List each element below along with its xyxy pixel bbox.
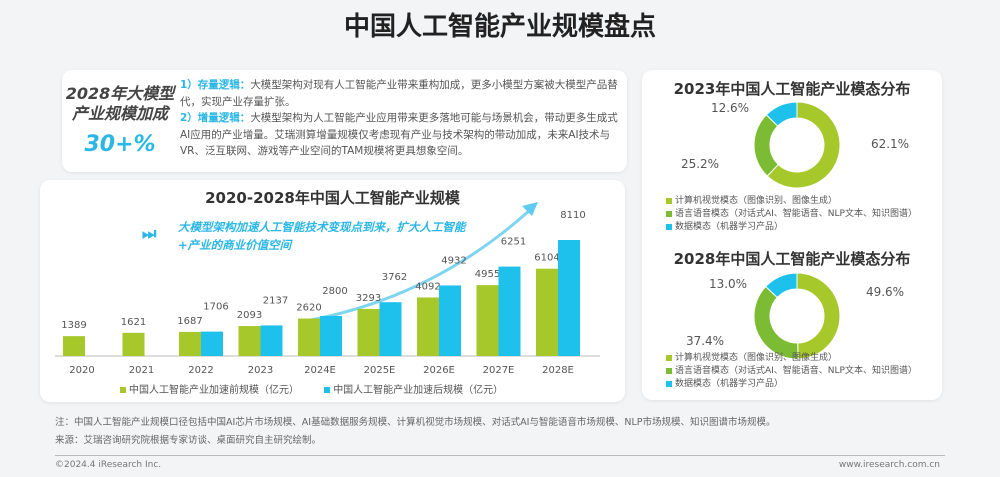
pie-2023-title: 2023年中国人工智能产业模态分布 xyxy=(673,80,911,98)
legend-item: 数据模态（机器学习产品） xyxy=(666,378,917,391)
pie-value-label: 25.2% xyxy=(681,157,719,171)
x-tick-label: 2026E xyxy=(423,365,455,376)
bar-after xyxy=(439,285,461,356)
data-label: 1621 xyxy=(121,317,146,328)
bar-chart-title: 2020-2028年中国人工智能产业规模 xyxy=(205,189,460,207)
bar-after xyxy=(260,325,283,356)
data-label: 1687 xyxy=(177,316,202,327)
bar-after xyxy=(201,331,223,356)
legend-item: 语言语音模态（对话式AI、智能语音、NLP文本、知识图谱） xyxy=(666,365,917,378)
x-tick-label: 2022 xyxy=(188,365,213,376)
pie-value-label: 12.6% xyxy=(711,101,749,115)
data-label: 2093 xyxy=(237,310,262,321)
legend-item: 计算机视觉模态（图像识别、图像生成） xyxy=(666,352,917,365)
pie-2023-legend: 计算机视觉模态（图像识别、图像生成） 语言语音模态（对话式AI、智能语音、NLP… xyxy=(666,195,917,234)
page-title: 中国人工智能产业规模盘点 xyxy=(343,12,656,42)
data-label: 6251 xyxy=(501,237,526,248)
x-tick-label: 2028E xyxy=(542,365,574,376)
bar-before xyxy=(536,268,558,356)
summary-percent: 30+% xyxy=(84,132,156,157)
headline-line1: 2028年大模型 xyxy=(65,84,175,103)
pie-slice xyxy=(753,285,799,360)
summary-headline: 2028年大模型 产业规模加成 xyxy=(62,84,178,124)
summary-points: 1）存量逻辑：大模型架构对现有人工智能产业带来重构加成，更多小模型方案被大模型产… xyxy=(180,77,620,160)
bar-before xyxy=(417,297,439,356)
pie-2028-title: 2028年中国人工智能产业模态分布 xyxy=(673,250,911,268)
x-tick-label: 2020 xyxy=(69,365,94,376)
footnote: 注：中国人工智能产业规模口径包括中国AI芯片市场规模、AI基础数据服务规模、计算… xyxy=(55,417,776,446)
legend-item: 数据模态（机器学习产品） xyxy=(666,221,917,234)
summary-card xyxy=(62,70,627,172)
bar-after xyxy=(320,315,342,356)
bar-before xyxy=(63,336,85,356)
bar-after xyxy=(379,302,402,356)
bar-legend: 中国人工智能产业加速前规模（亿元） 中国人工智能产业加速后规模（亿元） xyxy=(120,384,503,397)
bar-chart-card xyxy=(40,180,625,402)
pie-value-label: 37.4% xyxy=(686,334,724,348)
data-label: 8110 xyxy=(560,210,585,221)
pie-slice xyxy=(766,101,841,189)
bar-before xyxy=(476,285,499,356)
divider xyxy=(55,455,945,456)
legend-item: 中国人工智能产业加速前规模（亿元） xyxy=(120,385,299,396)
pie-2028-legend: 计算机视觉模态（图像识别、图像生成） 语言语音模态（对话式AI、智能语音、NLP… xyxy=(666,352,917,391)
bar-after xyxy=(558,240,580,356)
data-label: 2137 xyxy=(263,295,288,306)
data-label: 2800 xyxy=(322,286,347,297)
x-tick-label: 2025E xyxy=(364,365,396,376)
bar-before xyxy=(179,331,201,356)
callout-text: 大模型架构加速人工智能技术变现点到来，扩大人工智能+产业的商业价值空间 xyxy=(178,220,466,252)
pie-value-label: 13.0% xyxy=(709,277,747,291)
pie-slice xyxy=(753,114,780,177)
data-label: 1706 xyxy=(203,302,228,313)
pie-value-label: 49.6% xyxy=(866,285,904,299)
data-label: 3762 xyxy=(382,272,407,283)
point-2: 2）增量逻辑：大模型架构为人工智能产业应用带来更多落地可能与场景机会，带动更多生… xyxy=(180,112,618,157)
copyright: ©2024.4 iResearch Inc. xyxy=(55,460,162,470)
data-label: 1389 xyxy=(61,320,86,331)
growth-arrow xyxy=(299,208,532,324)
data-label: 4932 xyxy=(441,255,466,266)
pie-slice xyxy=(765,101,798,127)
legend-item: 语言语音模态（对话式AI、智能语音、NLP文本、知识图谱） xyxy=(666,208,917,221)
bar-before xyxy=(298,318,320,356)
data-label: 4092 xyxy=(415,281,440,292)
data-label: 4955 xyxy=(475,269,500,280)
data-label: 2620 xyxy=(296,303,321,314)
bar-after xyxy=(498,266,521,356)
bar-before xyxy=(238,326,261,356)
x-tick-label: 2027E xyxy=(483,365,515,376)
x-tick-label: 2024E xyxy=(304,365,336,376)
data-label: 6104 xyxy=(534,253,559,264)
arrow-head xyxy=(522,202,538,216)
website: www.iresearch.com.cn xyxy=(838,460,940,470)
x-tick-label: 2023 xyxy=(248,365,273,376)
pie-slice xyxy=(764,272,798,299)
pie-value-label: 62.1% xyxy=(871,137,909,151)
x-tick-label: 2021 xyxy=(129,365,154,376)
pie-slice xyxy=(796,272,841,360)
fast-forward-icon: ⏭ xyxy=(142,224,157,243)
data-label: 3293 xyxy=(356,293,381,304)
bar-before xyxy=(122,332,145,356)
bar-before xyxy=(357,308,380,356)
legend-item: 计算机视觉模态（图像识别、图像生成） xyxy=(666,195,917,208)
legend-item: 中国人工智能产业加速后规模（亿元） xyxy=(324,385,503,396)
headline-line2: 产业规模加成 xyxy=(71,104,168,123)
point-1: 1）存量逻辑：大模型架构对现有人工智能产业带来重构加成，更多小模型方案被大模型产… xyxy=(180,79,618,108)
